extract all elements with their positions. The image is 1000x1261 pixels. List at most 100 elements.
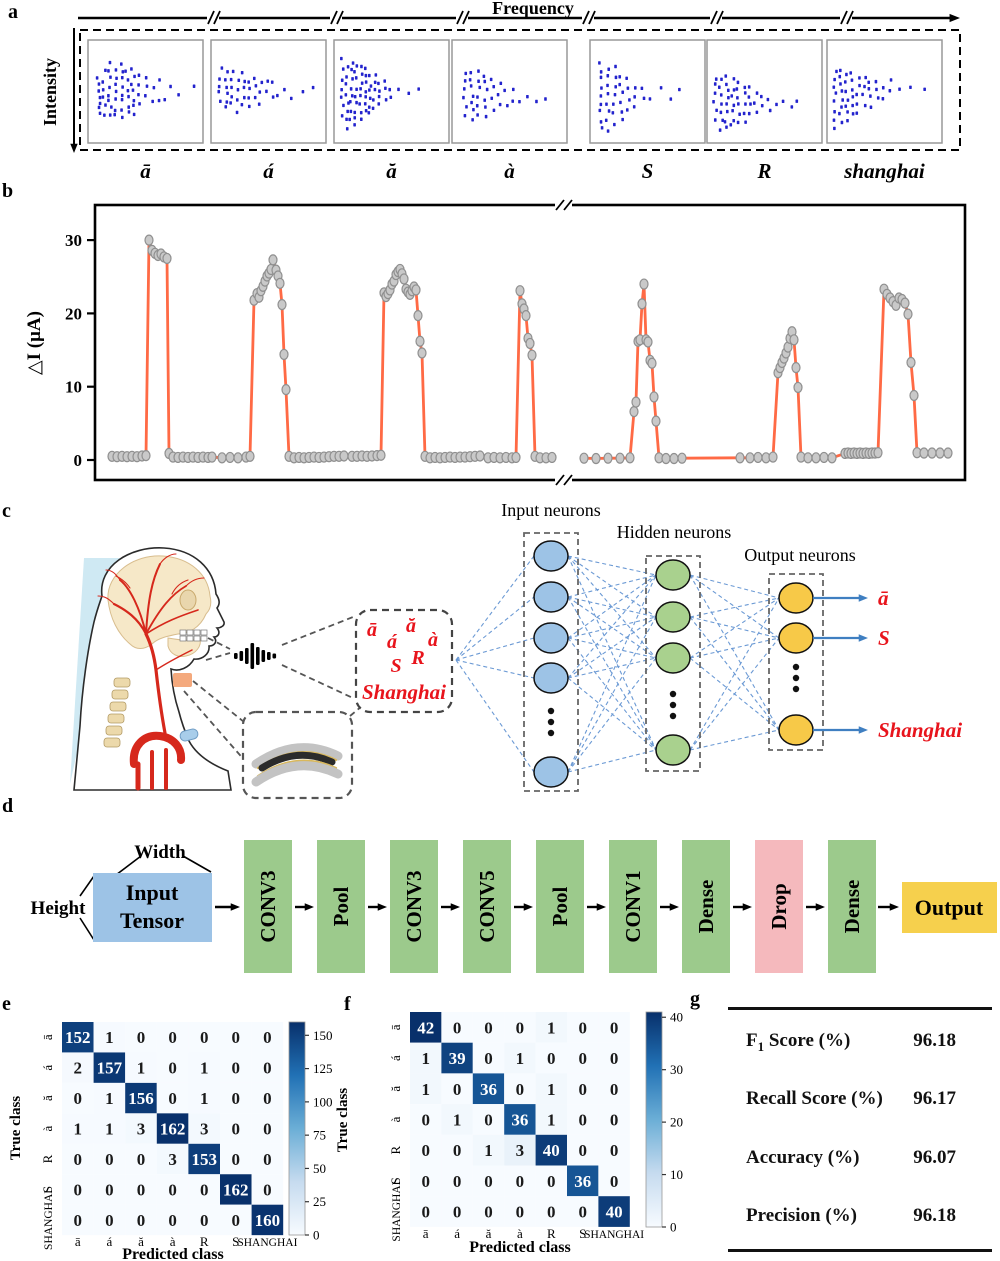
matrix-cell-value: 0 <box>516 1018 525 1037</box>
data-marker <box>639 278 649 290</box>
scatter-point <box>713 91 717 95</box>
scatter-point <box>839 82 842 86</box>
scatter-point <box>858 76 861 80</box>
scatter-point <box>97 105 101 110</box>
scatter-points-6 <box>832 68 926 131</box>
layer-block-label-2: CONV3 <box>402 870 426 942</box>
scatter-point <box>342 103 345 108</box>
data-marker <box>339 450 349 462</box>
matrix-cell-value: 0 <box>263 1059 272 1078</box>
syllable-3: à <box>428 629 438 651</box>
matrix-cell-value: 1 <box>421 1080 430 1099</box>
hidden-neurons-label: Hidden neurons <box>617 522 731 542</box>
scatter-point <box>351 61 355 65</box>
matrix-cell-value: 1 <box>137 1059 146 1078</box>
data-marker <box>669 452 679 465</box>
conn-line <box>689 729 780 751</box>
sound-bar <box>267 652 271 660</box>
scatter-point <box>218 77 221 81</box>
col-label-4: R <box>200 1234 209 1249</box>
scatter-point <box>108 60 112 65</box>
ellipsis-dot <box>547 718 555 726</box>
data-marker <box>649 391 659 403</box>
artery-tree <box>97 553 205 791</box>
sound-bar <box>250 643 255 669</box>
teeth <box>193 629 201 636</box>
data-marker <box>217 452 227 464</box>
sound-wave-icon <box>234 643 277 669</box>
scatter-point <box>477 69 480 73</box>
scatter-point <box>350 94 354 98</box>
scatter-point <box>121 85 124 89</box>
scatter-point <box>606 74 610 78</box>
col-label-3: à <box>517 1226 523 1241</box>
scatter-point <box>544 97 547 101</box>
matrix-cell-value: 153 <box>191 1150 217 1169</box>
height-label: Height <box>31 898 87 919</box>
scatter-point <box>145 84 149 88</box>
matrix-cell-value: 0 <box>610 1110 619 1129</box>
matrix-cell-value: 152 <box>65 1028 91 1047</box>
conn-line <box>689 616 780 639</box>
scatter-point <box>725 82 728 87</box>
matrix-cell-value: 0 <box>137 1150 146 1169</box>
scatter-box-4 <box>589 39 706 144</box>
panel-letter-e: e <box>2 993 11 1015</box>
axis-break-slash <box>840 10 848 25</box>
scatter-point <box>124 69 127 73</box>
scatter-points-5 <box>712 74 799 132</box>
d-arrow-0-head <box>230 903 240 911</box>
scatter-point <box>355 64 359 68</box>
scatter-point <box>632 105 636 109</box>
data-marker <box>625 452 635 464</box>
data-marker <box>791 362 801 374</box>
scatter-point <box>760 103 764 108</box>
scatter-point <box>359 93 362 98</box>
syllable-box <box>354 608 454 714</box>
scatter-point <box>781 99 785 104</box>
scatter-point <box>720 77 723 81</box>
scatter-point <box>276 93 279 98</box>
scatter-point <box>606 129 610 133</box>
axis-break-slash <box>330 10 338 25</box>
data-marker <box>629 406 639 418</box>
frequency-axis-arrow-head <box>949 13 960 23</box>
scatter-point <box>618 82 621 87</box>
matrix-cell-value: 0 <box>263 1028 272 1047</box>
matrix-cell <box>598 1196 630 1227</box>
colorbar-tick-label: 0 <box>670 1220 677 1235</box>
scatter-points-1 <box>217 66 315 115</box>
input-neuron-1 <box>533 581 569 613</box>
matrix-cell <box>93 1082 126 1114</box>
col-label-6: SHANGHAI <box>584 1229 644 1241</box>
row-label-2: ă <box>388 1086 403 1092</box>
scatter-point <box>367 105 371 109</box>
scatter-point <box>503 88 506 93</box>
layer-block-label-8: Dense <box>840 880 864 934</box>
data-marker <box>399 273 409 285</box>
scatter-point <box>923 87 926 92</box>
col-label-4: R <box>547 1226 556 1241</box>
scatter-point <box>351 77 354 81</box>
scatter-point <box>614 64 617 69</box>
matrix-cell-value: 0 <box>200 1180 209 1199</box>
metric-row-3: Precision (%) 96.18 <box>728 1205 992 1235</box>
spine-vertebra <box>105 725 123 736</box>
matrix-cell-value: 0 <box>453 1018 462 1037</box>
spine-vertebra <box>113 677 131 688</box>
scatter-point <box>373 80 377 84</box>
output-box <box>902 882 997 933</box>
scatter-point <box>471 94 475 99</box>
matrix-cell <box>598 1165 630 1197</box>
scatter-point <box>192 84 196 88</box>
row-label-4: R <box>388 1145 403 1154</box>
axis-break-slash <box>588 10 596 25</box>
scatter-point <box>727 96 730 100</box>
hidden-neuron-3 <box>655 734 691 766</box>
scatter-point <box>344 93 348 97</box>
conn-line <box>567 555 657 576</box>
scatter-point <box>732 119 736 123</box>
matrix-cell <box>220 1204 252 1236</box>
data-marker <box>268 254 278 266</box>
